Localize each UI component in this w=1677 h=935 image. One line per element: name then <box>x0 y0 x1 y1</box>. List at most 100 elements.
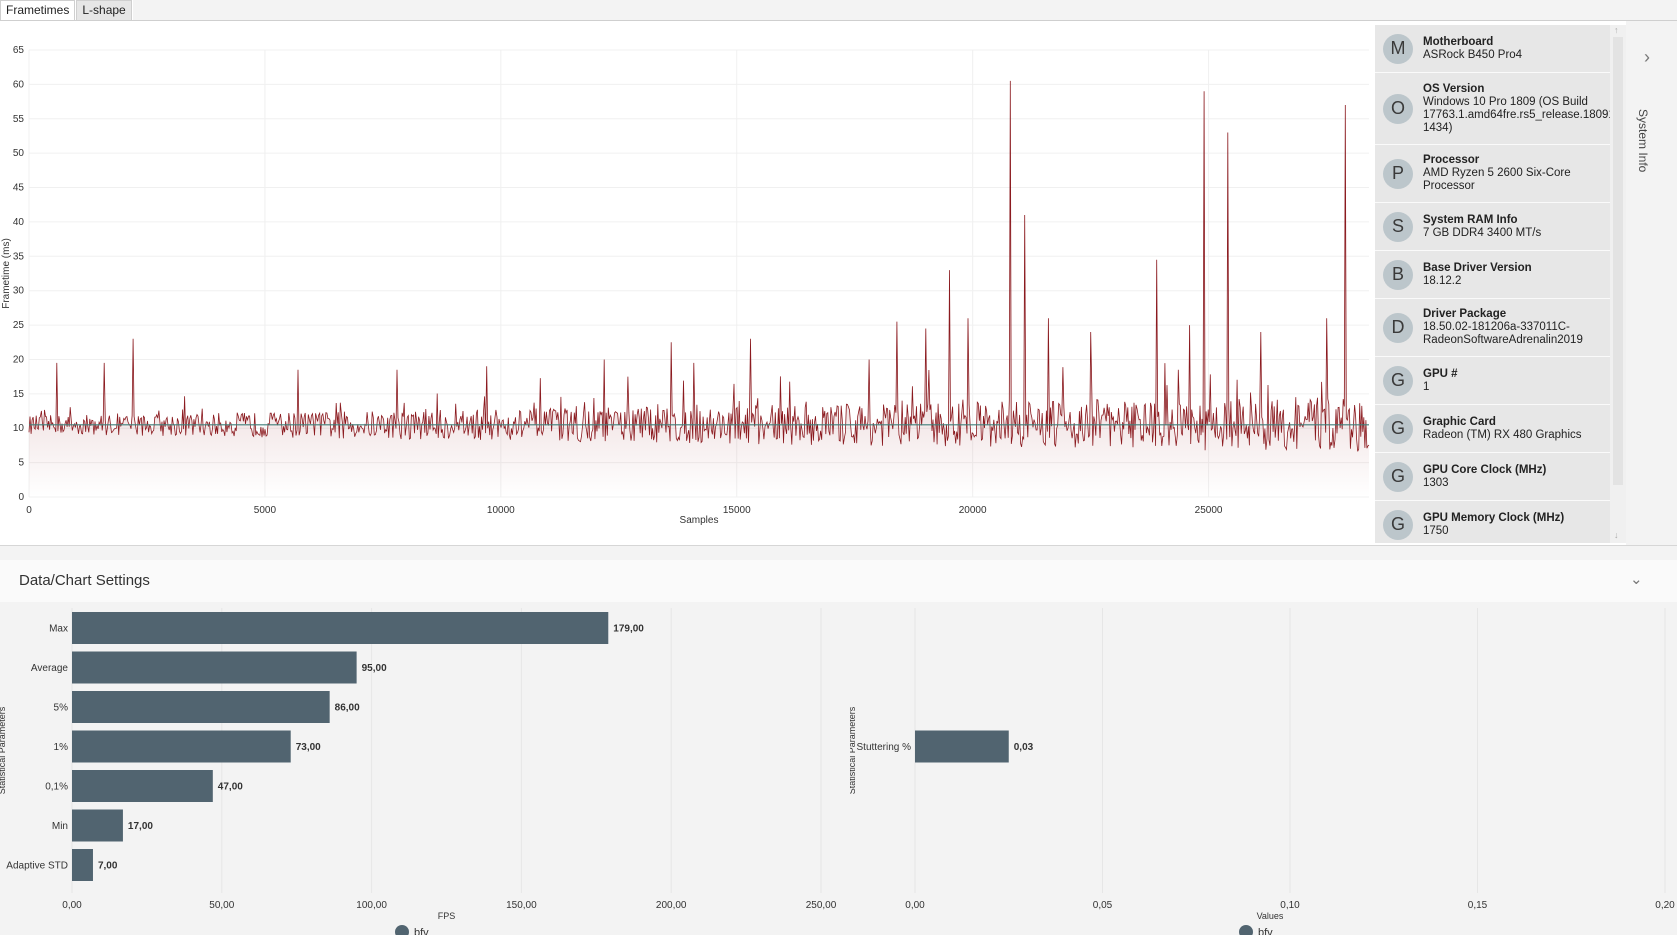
y-tick-label: 10 <box>13 423 25 434</box>
system-info-value: 18.12.2 <box>1423 274 1462 287</box>
system-info-value: 7 GB DDR4 3400 MT/s <box>1423 226 1542 239</box>
y-tick-label: 0 <box>18 492 24 503</box>
category-label: 5% <box>54 703 69 714</box>
category-label: Min <box>52 821 68 832</box>
bar-value-label: 0,03 <box>1014 742 1034 753</box>
system-info-value: AMD Ryzen 5 2600 Six-Core Processor <box>1423 167 1571 192</box>
bar-value-label: 17,00 <box>128 821 153 832</box>
data-chart-settings-header[interactable]: Data/Chart Settings ⌄ <box>0 560 1677 602</box>
chevron-right-icon[interactable]: › <box>1644 47 1650 67</box>
letter-avatar: G <box>1383 413 1413 444</box>
y-axis-label: Statistical Parameters <box>0 706 7 794</box>
bar <box>72 849 93 881</box>
system-info-item: O OS Version Windows 10 Pro 1809 (OS Build… <box>1375 73 1610 145</box>
bar <box>72 730 291 763</box>
system-info-item: G GPU Core Clock (MHz) 1303 <box>1375 453 1610 501</box>
system-info-item: S System RAM Info 7 GB DDR4 3400 MT/s <box>1375 203 1610 251</box>
x-tick-label: 50,00 <box>209 900 234 911</box>
tab-l-shape[interactable]: L-shape <box>76 0 132 20</box>
x-tick-label: 250,00 <box>806 900 837 911</box>
y-tick-label: 55 <box>13 114 25 125</box>
y-tick-label: 45 <box>13 183 25 194</box>
legend-label: bfv <box>414 927 429 935</box>
x-tick-label: 10000 <box>487 505 515 516</box>
system-info-tab[interactable]: › System Info <box>1626 21 1677 545</box>
legend-swatch <box>395 925 409 935</box>
letter-avatar: O <box>1383 93 1413 124</box>
letter-avatar: G <box>1383 509 1413 540</box>
system-info-item: P Processor AMD Ryzen 5 2600 Six-Core Proc… <box>1375 145 1610 203</box>
settings-title: Data/Chart Settings <box>19 572 150 589</box>
system-info-label: Processor <box>1423 154 1480 166</box>
x-tick-label: 150,00 <box>506 900 537 911</box>
bar-value-label: 95,00 <box>362 663 387 674</box>
system-info-value: 18.50.02-181206a-337011C-RadeonSoftwareA… <box>1423 321 1583 346</box>
chevron-down-icon[interactable]: ⌄ <box>1630 571 1643 588</box>
letter-avatar: M <box>1383 33 1413 64</box>
system-info-value: Radeon (TM) RX 480 Graphics <box>1423 428 1582 441</box>
y-tick-label: 25 <box>13 320 25 331</box>
bar-value-label: 47,00 <box>218 782 243 793</box>
system-info-item: G GPU Memory Clock (MHz) 1750 <box>1375 501 1610 543</box>
letter-avatar: G <box>1383 461 1413 492</box>
bar-value-label: 179,00 <box>613 624 644 635</box>
system-info-value: 1303 <box>1423 476 1449 489</box>
system-info-item: D Driver Package 18.50.02-181206a-337011C-… <box>1375 299 1610 357</box>
letter-avatar: G <box>1383 365 1413 396</box>
system-info-item: M Motherboard ASRock B450 Pro4 <box>1375 25 1610 73</box>
x-tick-label: 20000 <box>959 505 987 516</box>
x-axis-label: Samples <box>680 515 719 526</box>
frametime-chart: 0 5 10 15 20 25 30 35 40 45 50 55 60 65 0 5000 10000 1500… <box>1 45 1370 526</box>
x-axis-label: Values <box>1257 911 1284 921</box>
system-info-item: B Base Driver Version 18.12.2 <box>1375 251 1610 299</box>
tab-bar: Frametimes L-shape <box>0 0 133 20</box>
x-tick-label: 0,05 <box>1093 900 1113 911</box>
bar <box>72 612 609 644</box>
system-info-label: Base Driver Version <box>1423 261 1532 274</box>
y-tick-label: 35 <box>13 251 25 262</box>
y-tick-label: 40 <box>13 217 25 228</box>
y-tick-label: 50 <box>13 148 25 159</box>
scroll-up-icon[interactable]: ↑ <box>1614 25 1619 35</box>
system-info-value: 1750 <box>1423 524 1449 537</box>
category-label: Adaptive STD <box>6 861 68 872</box>
system-info-label: GPU Core Clock (MHz) <box>1423 463 1547 476</box>
system-info-label: Motherboard <box>1423 35 1494 48</box>
tab-frametimes[interactable]: Frametimes <box>0 0 76 20</box>
system-info-value: ASRock B450 Pro4 <box>1423 48 1523 61</box>
category-label: Stuttering % <box>857 742 912 753</box>
x-tick-label: 0,00 <box>905 900 925 911</box>
legend-label: bfv <box>1258 927 1273 935</box>
frametime-area <box>29 80 1369 498</box>
system-info-item: G GPU #1 <box>1375 357 1610 405</box>
category-label: Max <box>49 624 68 635</box>
y-axis-label: Statistical Parameters <box>850 706 857 794</box>
system-info-label: Graphic Card <box>1423 415 1496 428</box>
y-tick-label: 20 <box>13 354 25 365</box>
category-label: 0,1% <box>45 782 68 793</box>
x-tick-label: 15000 <box>723 505 751 516</box>
letter-avatar: P <box>1383 158 1413 189</box>
x-tick-label: 200,00 <box>656 900 687 911</box>
y-tick-label: 65 <box>13 45 25 56</box>
system-info-value: 1 <box>1423 380 1430 393</box>
legend-swatch <box>1239 925 1253 935</box>
scroll-down-icon[interactable]: ↓ <box>1614 530 1619 540</box>
system-info-label: OS Version <box>1423 82 1485 95</box>
x-tick-label: 100,00 <box>356 900 387 911</box>
system-info-value: Windows 10 Pro 1809 (OS Build 17763.1.am… <box>1423 95 1610 134</box>
system-info-label: System RAM Info <box>1423 213 1518 226</box>
system-info-scrollbar[interactable]: ↑ ↓ <box>1610 25 1626 543</box>
system-info-label: Driver Package <box>1423 308 1507 320</box>
system-info-item: G Graphic Card Radeon (TM) RX 480 Graphics <box>1375 405 1610 453</box>
x-tick-label: 5000 <box>254 505 277 516</box>
system-info-panel: M Motherboard ASRock B450 Pro4 O OS Version W… <box>1375 25 1610 543</box>
divider <box>0 20 1677 21</box>
scroll-thumb[interactable] <box>1613 37 1623 485</box>
x-tick-label: 0,20 <box>1655 900 1675 911</box>
bar <box>915 730 1009 763</box>
divider <box>0 545 1677 546</box>
system-info-tab-label: System Info <box>1636 109 1650 173</box>
letter-avatar: S <box>1383 211 1413 242</box>
x-tick-label: 0,15 <box>1468 900 1488 911</box>
